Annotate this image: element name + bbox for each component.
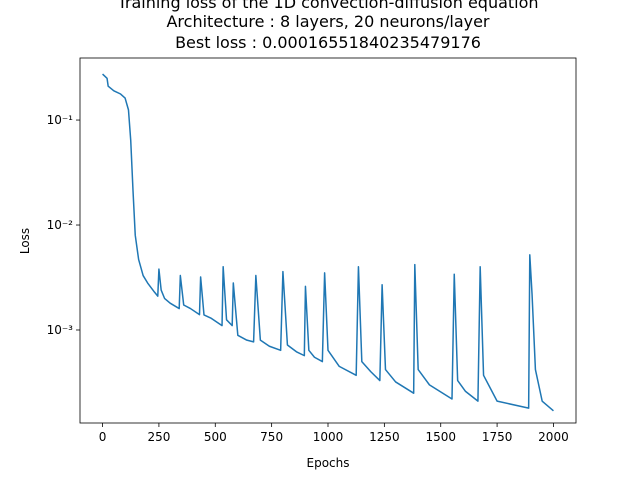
x-tick-label: 250	[147, 430, 170, 444]
y-tick-label: 10⁻²	[47, 218, 74, 232]
x-tick-label: 1000	[313, 430, 344, 444]
y-tick-label: 10⁻¹	[47, 113, 74, 127]
x-tick-label: 750	[260, 430, 283, 444]
x-tick-label: 1500	[425, 430, 456, 444]
x-tick-label: 2000	[538, 430, 569, 444]
y-axis-label: Loss	[18, 228, 32, 254]
title-line: Training loss of the 1D convection-diffu…	[116, 0, 538, 12]
y-tick-label: 10⁻³	[47, 323, 74, 337]
x-axis-label: Epochs	[307, 456, 350, 470]
title-line: Architecture : 8 layers, 20 neurons/laye…	[166, 12, 489, 31]
x-tick-label: 1250	[369, 430, 400, 444]
loss-line	[102, 73, 554, 412]
x-tick-label: 500	[204, 430, 227, 444]
x-tick-label: 1750	[482, 430, 513, 444]
title-line: Best loss : 0.00016551840235479176	[175, 33, 481, 52]
plot-frame	[79, 57, 577, 424]
x-tick-label: 0	[99, 430, 107, 444]
